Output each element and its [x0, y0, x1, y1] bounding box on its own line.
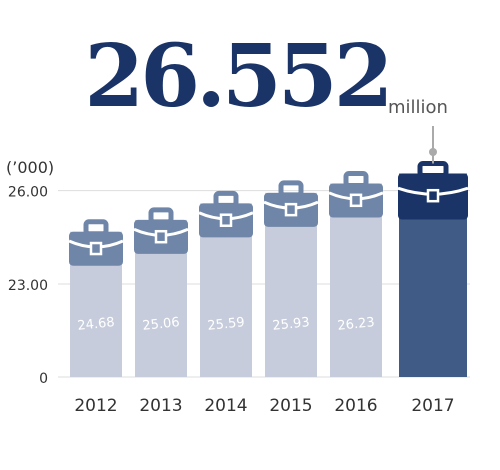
value-label: 25.59	[207, 315, 246, 334]
briefcase	[397, 160, 469, 220]
x-tick-label: 2017	[411, 396, 454, 416]
briefcase-clasp	[89, 241, 103, 256]
pin-dot	[429, 148, 437, 156]
headline: 26.552	[84, 26, 389, 127]
y-tick-label: 0	[39, 371, 48, 387]
y-unit-label: (’000)	[6, 158, 54, 177]
value-label: 25.93	[272, 315, 311, 334]
value-label: 25.06	[142, 315, 181, 334]
briefcase	[68, 219, 124, 266]
x-tick-label: 2015	[269, 396, 312, 416]
briefcase-clasp	[284, 202, 298, 217]
x-tick-label: 2013	[139, 396, 182, 416]
headline-unit: million	[388, 97, 448, 118]
value-label: 26.23	[337, 315, 376, 334]
y-tick-label: 23.00	[8, 278, 48, 294]
briefcase-clasp	[154, 229, 168, 244]
briefcase	[198, 190, 254, 238]
x-tick-label: 2014	[204, 396, 247, 416]
briefcase-clasp	[219, 213, 233, 227]
briefcase-clasp	[426, 188, 440, 203]
briefcase	[328, 171, 384, 218]
briefcase-clasp	[349, 193, 363, 208]
briefcase	[263, 180, 319, 227]
value-label: 24.68	[77, 315, 116, 334]
x-tick-label: 2012	[74, 396, 117, 416]
y-tick-label: 26.00	[8, 185, 48, 201]
x-tick-label: 2016	[334, 396, 377, 416]
briefcase	[133, 207, 189, 254]
